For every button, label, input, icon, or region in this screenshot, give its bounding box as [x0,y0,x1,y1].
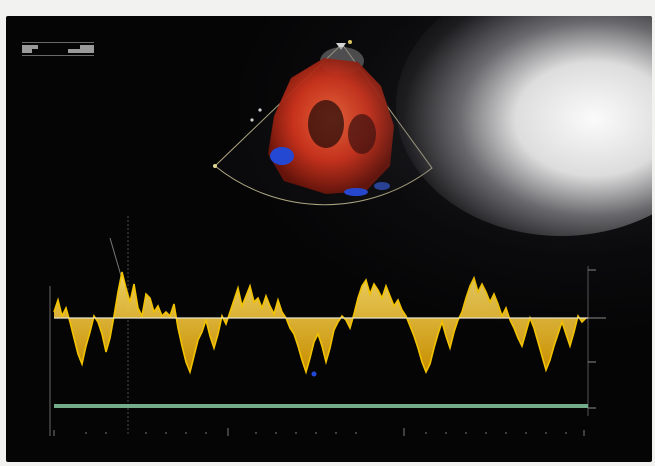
blue-flow-bottom [344,188,368,196]
ultrasound-graphics [49,40,606,436]
ultrasound-sector-icon [213,40,433,206]
timeline-bar [54,404,588,408]
info-row-2 [20,49,96,53]
info-row-1 [20,45,96,49]
blue-flow-right [374,182,390,190]
time-axis-ticks [53,428,585,436]
depth-marker [258,108,262,112]
sector-edge-marker [213,164,217,168]
trace-marker [311,371,317,377]
ultrasound-screen [6,16,652,462]
time-axis-dots [85,432,567,434]
blue-flow-left [270,147,294,165]
chamber-left [308,100,344,148]
doppler-spectral-envelope [54,272,586,372]
info-divider-top [22,42,94,43]
apex-indicator [348,40,352,44]
apex-marker [336,43,346,50]
info-label-placeholder [22,45,38,49]
info-label-placeholder [22,49,32,53]
doppler-spectrum-icon [49,216,606,436]
chamber-right [348,114,376,154]
info-divider-bottom [22,55,94,56]
info-value-placeholder [80,45,94,49]
settings-info-box [20,40,96,94]
right-scale-ticks [588,269,606,409]
doppler-trace-line [53,271,587,375]
info-value-placeholder [68,49,94,53]
depth-marker [250,118,254,122]
